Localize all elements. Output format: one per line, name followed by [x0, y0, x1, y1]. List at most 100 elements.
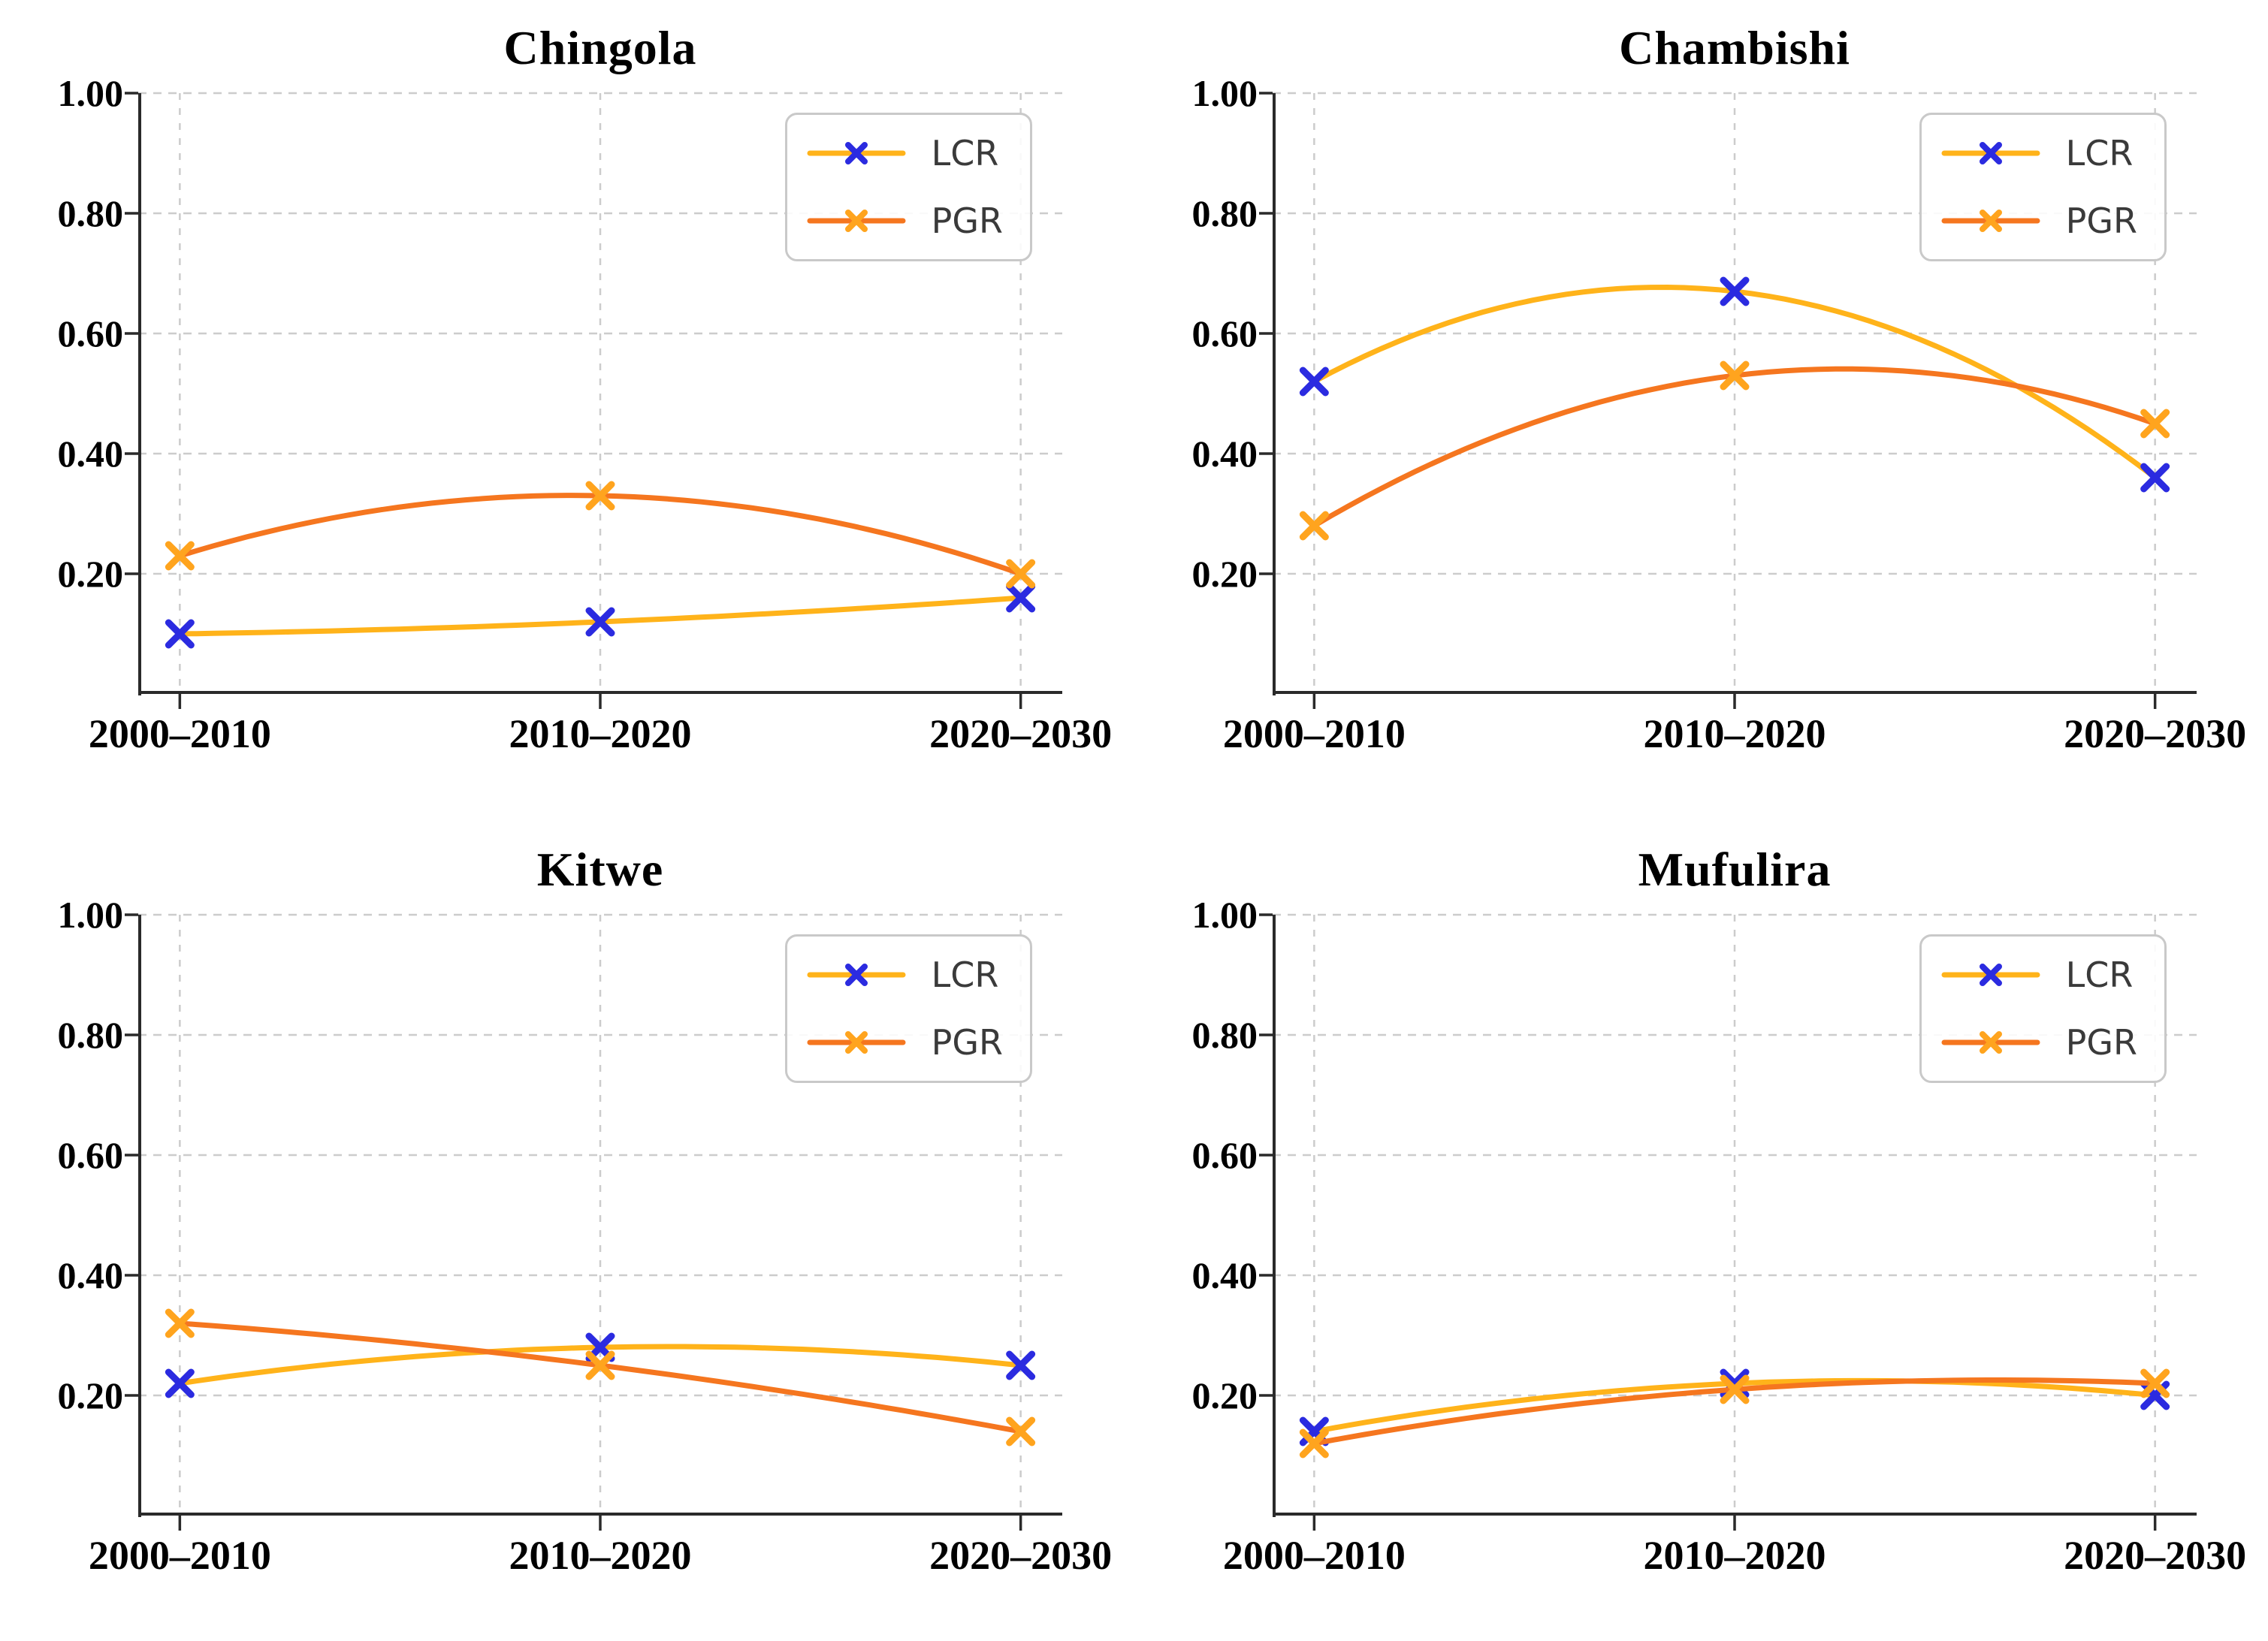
y-tick-label: 1.00	[1191, 893, 1258, 936]
data-point-marker-pgr	[2140, 1368, 2170, 1398]
legend-marker-sample	[1979, 963, 2002, 986]
data-point-marker-pgr	[165, 541, 195, 571]
data-point-marker-lcr	[1006, 1350, 1036, 1380]
legend: LCR PGR	[1919, 934, 2167, 1083]
x-axis-labels: 2000–2010 2010–2020 2020–2030	[1223, 1516, 2246, 1634]
x-tick-label: 2020–2030	[2064, 711, 2247, 756]
y-tick-label: 0.80	[1191, 192, 1258, 234]
subplot-kitwe: Kitwe 1.00 0.80 0.60 0.40 0.20 LCR PGR 2000–2…	[11, 831, 1113, 1641]
data-point-marker-lcr	[1006, 583, 1036, 613]
legend-label: PGR	[2065, 1021, 2137, 1063]
x-axis-labels: 2000–2010 2010–2020 2020–2030	[89, 1516, 1112, 1634]
plot-area: LCR PGR	[125, 913, 1062, 1531]
legend-sample-line	[1941, 210, 2040, 232]
x-tick-label: 2020–2030	[929, 1532, 1113, 1578]
y-tick-label: 0.60	[57, 1133, 124, 1176]
x-tick-label: 2000–2010	[88, 1532, 271, 1578]
legend-marker-sample	[844, 1030, 868, 1054]
x-tick-label: 2000–2010	[1222, 1532, 1406, 1578]
legend-label: LCR	[931, 954, 999, 995]
x-tick-label: 2020–2030	[2064, 1532, 2247, 1578]
y-tick-label: 0.20	[1191, 553, 1258, 595]
legend-label: LCR	[2065, 954, 2134, 995]
plot-area: LCR PGR	[125, 92, 1062, 709]
y-tick-label: 0.80	[57, 192, 124, 234]
data-point-marker-pgr	[585, 481, 615, 511]
x-tick-label: 2010–2020	[1643, 1532, 1826, 1578]
y-tick-label: 0.40	[57, 1253, 124, 1296]
legend-sample-line	[1941, 1030, 2040, 1054]
y-tick-label: 0.20	[1191, 1374, 1258, 1416]
y-tick-label: 0.80	[57, 1013, 124, 1056]
legend-row-lcr: LCR	[807, 134, 1003, 172]
legend-marker-sample	[1979, 142, 2002, 164]
data-point-marker-pgr	[165, 1308, 195, 1338]
chart-title: Mufulira	[1638, 842, 1832, 896]
y-tick-label: 0.20	[57, 553, 124, 595]
chart-title: Kitwe	[536, 842, 664, 896]
y-tick-label: 0.20	[57, 1374, 124, 1416]
y-tick-label: 0.60	[57, 312, 124, 354]
legend: LCR PGR	[784, 113, 1032, 261]
plot-row: 1.00 0.80 0.60 0.40 0.20 LCR PGR	[1145, 896, 2227, 1531]
legend-label: PGR	[2065, 201, 2137, 241]
y-tick-label: 0.40	[57, 433, 124, 475]
legend-marker-sample	[1979, 210, 2002, 232]
x-tick-label: 2010–2020	[1643, 711, 1826, 756]
data-point-marker-lcr	[2140, 463, 2170, 493]
y-tick-label: 0.80	[1191, 1013, 1258, 1056]
y-tick-label: 0.40	[1191, 433, 1258, 475]
y-tick-label: 1.00	[1191, 72, 1258, 114]
y-axis-labels: 1.00 0.80 0.60 0.40 0.20	[11, 896, 138, 1516]
chart-title: Chingola	[503, 21, 697, 74]
data-point-marker-pgr	[585, 1350, 615, 1380]
legend-label: LCR	[931, 133, 999, 173]
y-tick-label: 1.00	[57, 893, 124, 936]
legend-row-pgr: PGR	[807, 1024, 1003, 1061]
y-tick-label: 0.60	[1191, 1133, 1258, 1176]
legend-marker-sample	[844, 142, 868, 164]
legend-row-lcr: LCR	[1941, 956, 2137, 994]
legend: LCR PGR	[784, 934, 1032, 1083]
data-point-marker-lcr	[165, 619, 195, 649]
legend-sample-line	[807, 210, 906, 232]
y-tick-label: 0.60	[1191, 312, 1258, 354]
legend-row-pgr: PGR	[807, 202, 1003, 240]
legend-label: LCR	[2065, 133, 2134, 173]
x-axis-labels: 2000–2010 2010–2020 2020–2030	[89, 694, 1112, 813]
series-line-lcr	[177, 595, 1024, 637]
data-point-marker-pgr	[2140, 409, 2170, 439]
y-tick-label: 1.00	[57, 72, 124, 114]
data-point-marker-lcr	[1299, 367, 1329, 397]
data-point-marker-lcr	[1720, 276, 1750, 306]
legend-label: PGR	[931, 1021, 1003, 1063]
data-point-marker-lcr	[585, 607, 615, 637]
plot-area: LCR PGR	[1259, 92, 2197, 709]
legend: LCR PGR	[1919, 113, 2167, 261]
y-axis-labels: 1.00 0.80 0.60 0.40 0.20	[1145, 74, 1273, 694]
legend-row-pgr: PGR	[1941, 202, 2137, 240]
legend-marker-sample	[1979, 1030, 2002, 1054]
subplot-mufulira: Mufulira 1.00 0.80 0.60 0.40 0.20 LCR PGR 200…	[1145, 831, 2247, 1641]
data-point-marker-pgr	[1006, 559, 1036, 589]
x-axis-labels: 2000–2010 2010–2020 2020–2030	[1223, 694, 2246, 813]
legend-marker-sample	[844, 963, 868, 986]
y-axis-labels: 1.00 0.80 0.60 0.40 0.20	[1145, 896, 1273, 1516]
data-point-marker-pgr	[1299, 511, 1329, 541]
data-point-marker-pgr	[1299, 1428, 1329, 1458]
data-point-marker-lcr	[165, 1368, 195, 1398]
plot-area: LCR PGR	[1259, 913, 2197, 1531]
data-point-marker-pgr	[1006, 1416, 1036, 1446]
legend-row-pgr: PGR	[1941, 1024, 2137, 1061]
legend-sample-line	[807, 963, 906, 986]
subplot-chambishi: Chambishi 1.00 0.80 0.60 0.40 0.20 LCR PGR 20…	[1145, 9, 2247, 820]
legend-row-lcr: LCR	[807, 956, 1003, 994]
data-point-marker-pgr	[1720, 360, 1750, 391]
legend-label: PGR	[931, 201, 1003, 241]
x-tick-label: 2010–2020	[509, 711, 692, 756]
chart-svg	[1259, 913, 2197, 1531]
y-axis-labels: 1.00 0.80 0.60 0.40 0.20	[11, 74, 138, 694]
plot-row: 1.00 0.80 0.60 0.40 0.20 LCR PGR	[1145, 74, 2227, 709]
x-tick-label: 2010–2020	[509, 1532, 692, 1578]
